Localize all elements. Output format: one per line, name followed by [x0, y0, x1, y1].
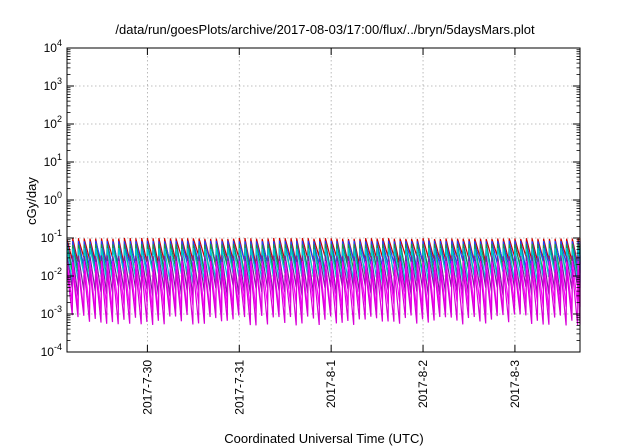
x-tick-label: 2017-7-30 — [140, 360, 154, 415]
y-tick-label: 10-2 — [41, 266, 62, 283]
x-tick-label: 2017-8-3 — [508, 360, 522, 408]
y-tick-label: 10-3 — [41, 304, 62, 321]
x-axis-label: Coordinated Universal Time (UTC) — [224, 431, 423, 446]
y-tick-label: 104 — [44, 38, 62, 55]
y-tick-label: 100 — [44, 190, 62, 207]
series-line-1 — [66, 237, 581, 267]
series-line-2 — [66, 240, 581, 273]
y-tick-label: 102 — [44, 114, 62, 131]
x-axis: 2017-7-30 2017-7-31 2017-8-1 2017-8-2 2017-8… — [140, 48, 522, 415]
y-axis: 10-4 10-3 10-2 10-1 100 101 102 103 104 — [41, 38, 580, 359]
y-tick-label: 101 — [44, 152, 62, 169]
series-group — [66, 237, 581, 326]
x-tick-label: 2017-7-31 — [232, 360, 246, 415]
x-tick-label: 2017-8-1 — [324, 360, 338, 408]
y-tick-label: 10-1 — [41, 228, 62, 245]
y-tick-label: 103 — [44, 76, 62, 93]
series-line-7 — [66, 269, 581, 326]
x-tick-label: 2017-8-2 — [416, 360, 430, 408]
y-tick-label: 10-4 — [41, 342, 62, 359]
chart-title: /data/run/goesPlots/archive/2017-08-03/1… — [115, 22, 535, 37]
y-axis-label: cGy/day — [24, 177, 39, 225]
